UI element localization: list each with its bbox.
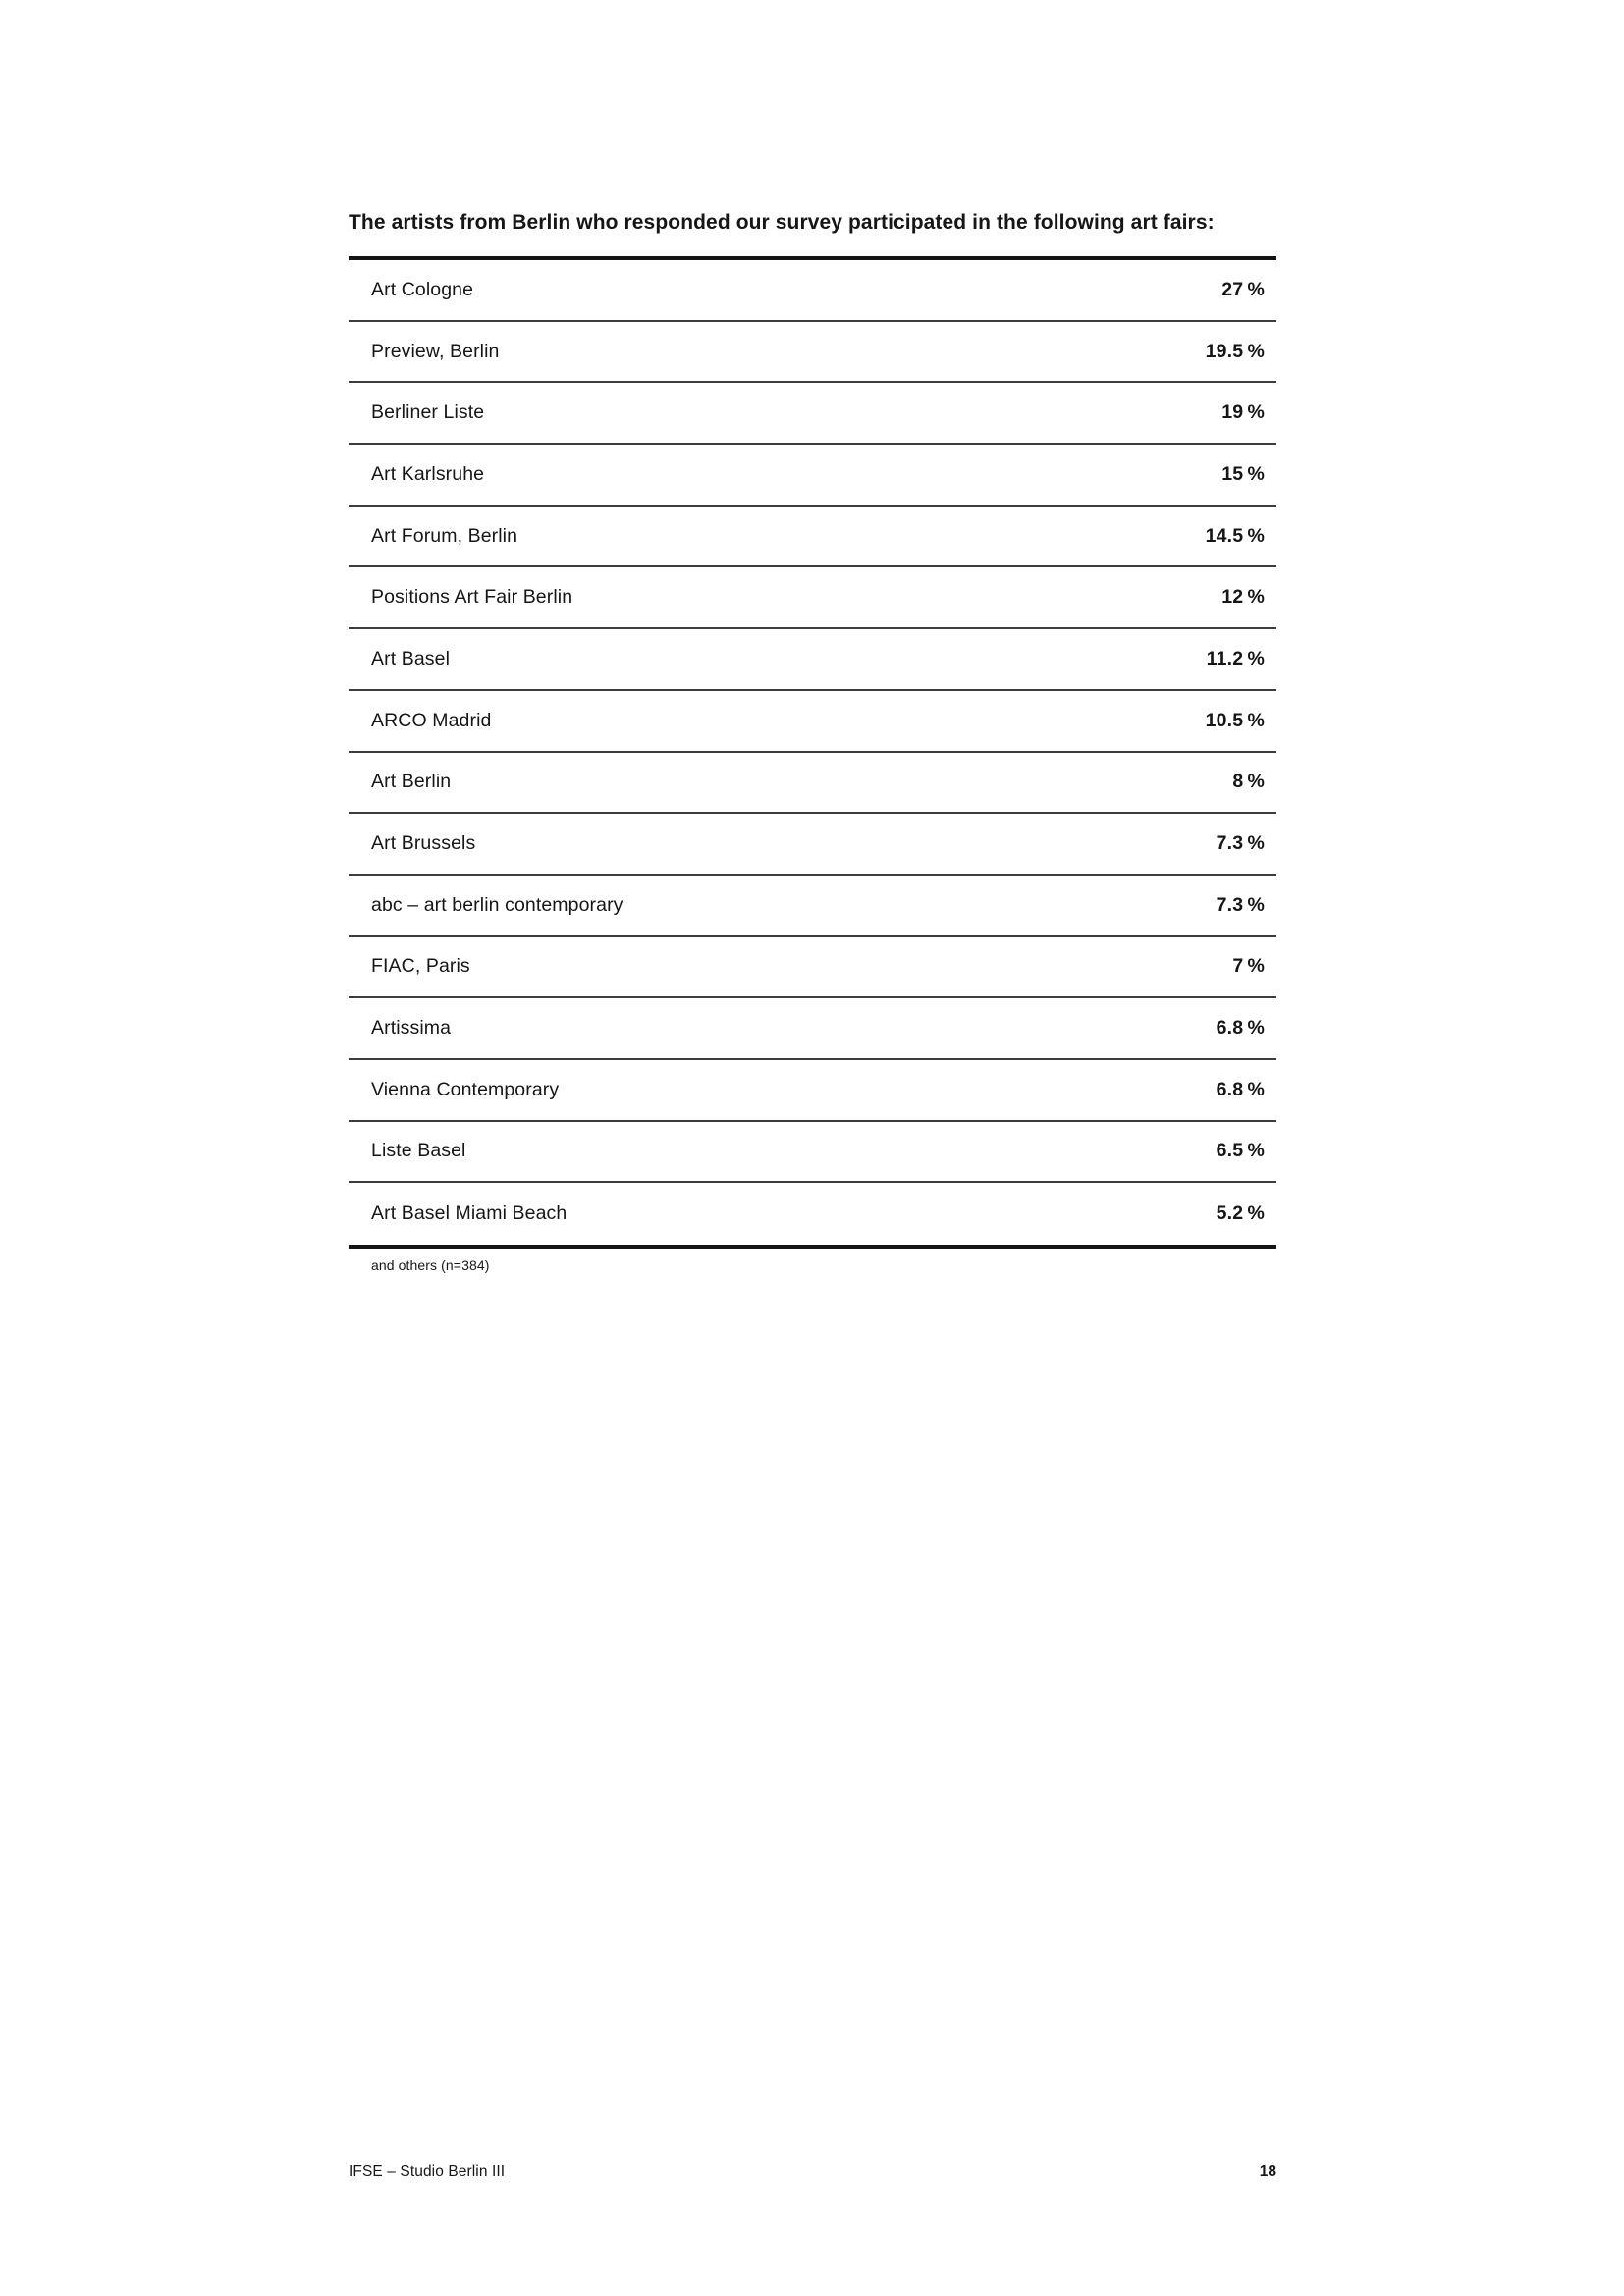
fair-percentage: 19 % — [1221, 401, 1265, 424]
table-row: Art Karlsruhe 15 % — [349, 445, 1276, 507]
page-title: The artists from Berlin who responded ou… — [349, 211, 1215, 234]
fair-percentage: 14.5 % — [1205, 524, 1265, 547]
table-row: Preview, Berlin 19.5 % — [349, 322, 1276, 384]
fair-name: Vienna Contemporary — [371, 1078, 560, 1100]
fair-name: Art Berlin — [371, 771, 452, 793]
fair-name: ARCO Madrid — [371, 709, 492, 731]
fair-name: Berliner Liste — [371, 401, 485, 424]
fair-percentage: 6.5 % — [1216, 1140, 1265, 1162]
fair-name: Liste Basel — [371, 1140, 466, 1162]
footer-report-title: IFSE – Studio Berlin III — [349, 2163, 506, 2180]
table-row: FIAC, Paris 7 % — [349, 937, 1276, 999]
fair-percentage: 6.8 % — [1216, 1017, 1265, 1040]
fair-percentage: 5.2 % — [1216, 1202, 1265, 1225]
fair-percentage: 6.8 % — [1216, 1078, 1265, 1100]
fair-percentage: 10.5 % — [1205, 709, 1265, 731]
table-row: Art Basel 11.2 % — [349, 629, 1276, 691]
fair-name: Art Karlsruhe — [371, 462, 485, 485]
fair-name: Preview, Berlin — [371, 340, 500, 362]
sample-size-note: and others (n=384) — [371, 1257, 490, 1273]
fair-name: abc – art berlin contemporary — [371, 893, 623, 916]
page-number: 18 — [1259, 2163, 1276, 2180]
page-footer: IFSE – Studio Berlin III 18 — [349, 2163, 1276, 2181]
fair-percentage: 12 % — [1221, 586, 1265, 609]
table-row: Art Berlin 8 % — [349, 753, 1276, 815]
fair-percentage: 7.3 % — [1216, 893, 1265, 916]
art-fairs-table: Art Cologne 27 % Preview, Berlin 19.5 % … — [349, 256, 1276, 1249]
fair-percentage: 27 % — [1221, 278, 1265, 300]
page-content: The artists from Berlin who responded ou… — [349, 0, 1276, 1273]
table-row: Berliner Liste 19 % — [349, 383, 1276, 446]
table-row: Art Forum, Berlin 14.5 % — [349, 507, 1276, 568]
table-row: Artissima 6.8 % — [349, 998, 1276, 1060]
fair-percentage: 7 % — [1232, 955, 1265, 978]
fair-name: Art Basel Miami Beach — [371, 1202, 568, 1225]
fair-name: Art Forum, Berlin — [371, 524, 518, 547]
table-row: Positions Art Fair Berlin 12 % — [349, 567, 1276, 630]
table-row: Vienna Contemporary 6.8 % — [349, 1060, 1276, 1122]
fair-name: Art Brussels — [371, 832, 476, 855]
fair-name: Art Basel — [371, 647, 451, 669]
fair-name: FIAC, Paris — [371, 955, 470, 978]
fair-percentage: 19.5 % — [1205, 340, 1265, 362]
table-row: ARCO Madrid 10.5 % — [349, 691, 1276, 753]
fair-name: Art Cologne — [371, 278, 474, 300]
table-row: Art Cologne 27 % — [349, 260, 1276, 322]
table-row: Art Brussels 7.3 % — [349, 814, 1276, 876]
fair-percentage: 7.3 % — [1216, 832, 1265, 855]
fair-percentage: 15 % — [1221, 462, 1265, 485]
fair-percentage: 11.2 % — [1206, 647, 1265, 669]
table-row: abc – art berlin contemporary 7.3 % — [349, 876, 1276, 937]
fair-name: Positions Art Fair Berlin — [371, 586, 573, 609]
table-row: Art Basel Miami Beach 5.2 % — [349, 1183, 1276, 1245]
fair-percentage: 8 % — [1232, 771, 1265, 793]
table-row: Liste Basel 6.5 % — [349, 1122, 1276, 1184]
fair-name: Artissima — [371, 1017, 452, 1040]
